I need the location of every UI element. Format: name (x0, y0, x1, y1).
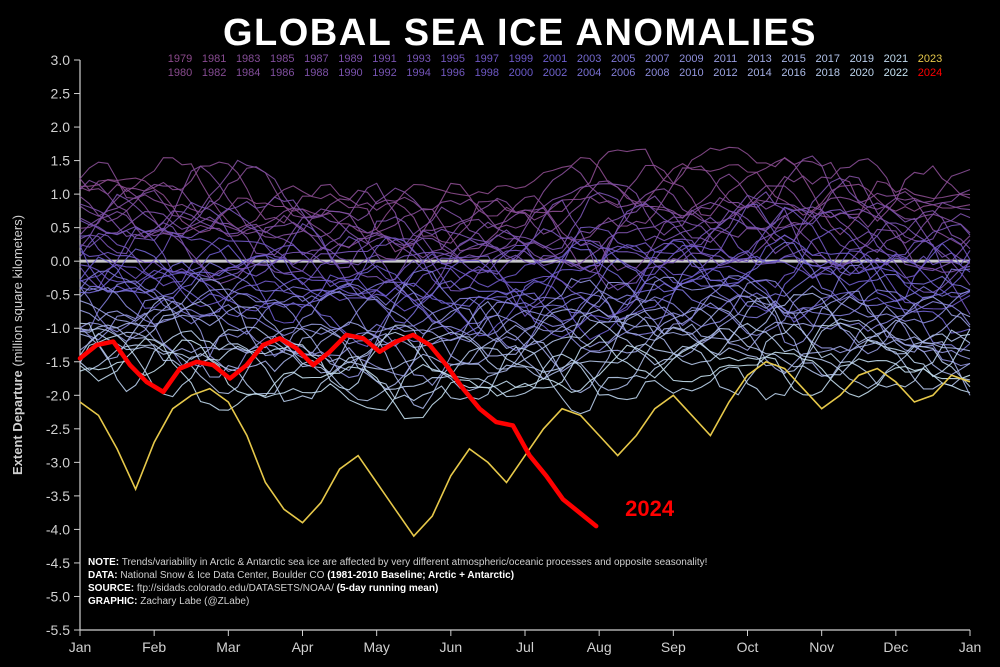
legend-year-1990: 1990 (338, 67, 362, 79)
y-tick-label: -5.5 (46, 622, 70, 638)
legend-year-2023: 2023 (918, 53, 942, 65)
legend-year-2012: 2012 (713, 67, 737, 79)
footnote-graphic: GRAPHIC: Zachary Labe (@ZLabe) (88, 596, 249, 607)
footnote-data: DATA: National Snow & Ice Data Center, B… (88, 570, 514, 581)
y-tick-label: 1.5 (51, 153, 71, 169)
legend-year-1993: 1993 (406, 53, 430, 65)
legend-year-1997: 1997 (475, 53, 499, 65)
legend-year-1985: 1985 (270, 53, 294, 65)
legend-year-2004: 2004 (577, 67, 601, 79)
x-tick-label: Oct (737, 639, 759, 655)
y-tick-label: 2.0 (51, 119, 71, 135)
legend-year-2009: 2009 (679, 53, 703, 65)
legend-year-1999: 1999 (509, 53, 533, 65)
footnote-note: NOTE: Trends/variability in Arctic & Ant… (88, 557, 707, 568)
y-tick-label: -1.0 (46, 320, 70, 336)
legend-year-1981: 1981 (202, 53, 226, 65)
y-tick-label: -3.0 (46, 454, 70, 470)
legend-year-2014: 2014 (747, 67, 771, 79)
y-tick-label: -1.5 (46, 354, 70, 370)
x-tick-label: Nov (809, 639, 834, 655)
y-tick-label: 0.0 (51, 253, 71, 269)
legend-year-2008: 2008 (645, 67, 669, 79)
x-tick-label: Feb (142, 639, 166, 655)
y-tick-label: 3.0 (51, 52, 71, 68)
legend-year-1979: 1979 (168, 53, 192, 65)
legend-year-2017: 2017 (815, 53, 839, 65)
x-tick-label: Mar (216, 639, 240, 655)
y-tick-label: -4.0 (46, 521, 70, 537)
x-tick-label: May (363, 639, 389, 655)
legend-year-2015: 2015 (781, 53, 805, 65)
y-tick-label: 2.5 (51, 86, 71, 102)
x-tick-label: Jan (959, 639, 982, 655)
y-tick-label: -4.5 (46, 555, 70, 571)
legend-year-2020: 2020 (850, 67, 874, 79)
legend-year-2019: 2019 (850, 53, 874, 65)
x-tick-label: Sep (661, 639, 686, 655)
legend-year-2018: 2018 (815, 67, 839, 79)
legend-year-2022: 2022 (884, 67, 908, 79)
y-axis-title: Extent Departure (million square kilomet… (10, 215, 25, 475)
legend-year-2007: 2007 (645, 53, 669, 65)
legend-year-1984: 1984 (236, 67, 260, 79)
y-tick-label: -0.5 (46, 287, 70, 303)
y-tick-label: -2.5 (46, 421, 70, 437)
y-tick-label: -5.0 (46, 588, 70, 604)
label-2024: 2024 (625, 496, 675, 521)
legend-year-1998: 1998 (475, 67, 499, 79)
x-tick-label: Apr (292, 639, 314, 655)
legend-year-1995: 1995 (440, 53, 464, 65)
y-tick-label: 0.5 (51, 220, 71, 236)
legend-year-2001: 2001 (543, 53, 567, 65)
legend-year-1988: 1988 (304, 67, 328, 79)
legend-year-2005: 2005 (611, 53, 635, 65)
legend-year-2013: 2013 (747, 53, 771, 65)
y-tick-label: -3.5 (46, 488, 70, 504)
legend-year-2021: 2021 (884, 53, 908, 65)
legend-year-2003: 2003 (577, 53, 601, 65)
legend-year-2006: 2006 (611, 67, 635, 79)
legend-year-2016: 2016 (781, 67, 805, 79)
legend-year-1986: 1986 (270, 67, 294, 79)
legend-year-1994: 1994 (406, 67, 430, 79)
legend-year-2024: 2024 (918, 67, 942, 79)
chart-title: GLOBAL SEA ICE ANOMALIES (223, 12, 817, 54)
y-tick-label: 1.0 (51, 186, 71, 202)
y-tick-label: -2.0 (46, 387, 70, 403)
x-tick-label: Jul (516, 639, 534, 655)
legend-year-1991: 1991 (372, 53, 396, 65)
legend-year-1983: 1983 (236, 53, 260, 65)
legend-year-1992: 1992 (372, 67, 396, 79)
x-tick-label: Aug (587, 639, 612, 655)
legend-year-1982: 1982 (202, 67, 226, 79)
chart-svg: GLOBAL SEA ICE ANOMALIES 1979 1981 1983 1985… (0, 0, 1000, 667)
legend-year-1996: 1996 (440, 67, 464, 79)
sea-ice-anomaly-chart: GLOBAL SEA ICE ANOMALIES 1979 1981 1983 1985… (0, 0, 1000, 667)
x-tick-label: Dec (883, 639, 908, 655)
legend-year-2010: 2010 (679, 67, 703, 79)
x-tick-label: Jun (440, 639, 463, 655)
footnote-source: SOURCE: ftp://sidads.colorado.edu/DATASE… (88, 583, 438, 594)
legend-year-2011: 2011 (714, 53, 738, 65)
legend-year-2000: 2000 (509, 67, 533, 79)
x-tick-label: Jan (69, 639, 92, 655)
legend-year-2002: 2002 (543, 67, 567, 79)
legend-year-1989: 1989 (338, 53, 362, 65)
legend-year-1987: 1987 (304, 53, 328, 65)
legend-year-1980: 1980 (168, 67, 192, 79)
